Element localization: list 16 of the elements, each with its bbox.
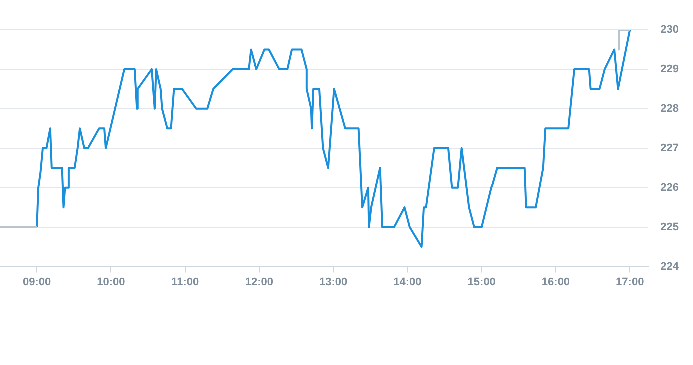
x-tick-label: 14:00 bbox=[394, 276, 422, 288]
x-tick-label: 15:00 bbox=[468, 276, 496, 288]
y-tick-label: 225 bbox=[660, 221, 680, 234]
x-tick-label: 16:00 bbox=[542, 276, 570, 288]
y-tick-label: 226 bbox=[660, 182, 680, 194]
x-tick-label: 17:00 bbox=[616, 276, 644, 288]
y-tick-label: 224 bbox=[660, 260, 680, 273]
y-tick-label: 229 bbox=[660, 64, 680, 76]
y-tick-label: 228 bbox=[660, 102, 680, 115]
y-tick-label: 230 bbox=[660, 24, 680, 36]
x-tick-label: 11:00 bbox=[172, 276, 200, 288]
x-tick-label: 10:00 bbox=[97, 276, 126, 288]
x-tick-label: 12:00 bbox=[245, 276, 274, 288]
x-tick-label: 13:00 bbox=[320, 276, 348, 288]
x-tick-label: 09:00 bbox=[22, 276, 52, 288]
y-tick-label: 227 bbox=[660, 142, 680, 154]
